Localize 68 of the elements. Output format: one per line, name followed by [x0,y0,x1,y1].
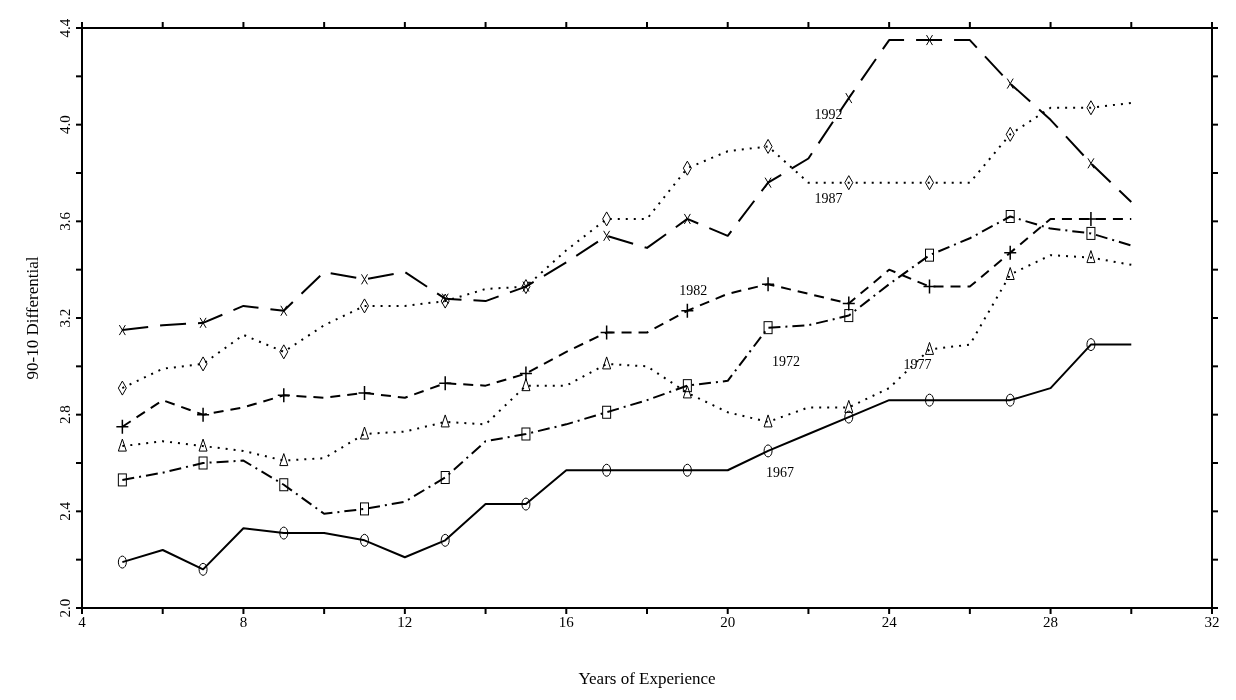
point [682,379,692,393]
point [198,438,208,452]
point [279,453,289,467]
y-tick-label: 3.2 [57,308,73,328]
point [438,375,452,391]
point [1005,267,1015,280]
y-tick-label: 2.4 [57,501,73,521]
point [279,526,289,540]
point [196,406,210,423]
y-tick-label: 2.8 [57,405,73,425]
y-axis-title: 90-10 Differential [23,256,43,380]
x-tick-label: 4 [78,613,87,630]
x-tick-label: 32 [1204,613,1220,630]
point [1086,250,1096,264]
point [602,356,612,370]
x-tick-label: 12 [397,613,413,630]
point [763,414,773,428]
point [521,497,531,511]
point [440,471,450,484]
point [844,410,854,424]
y-tick-label: 3.6 [57,211,73,231]
point [521,378,531,392]
point [680,303,695,319]
point [1086,226,1096,240]
series-label: 1992 [814,106,843,122]
point [602,463,612,477]
point [117,555,127,569]
point [1086,338,1096,352]
point [277,387,291,404]
x-tick-label: 28 [1043,613,1059,630]
series-label: 1972 [772,353,801,369]
point [599,324,614,341]
point [440,414,450,428]
series-label: 1987 [814,190,843,206]
point [1005,210,1015,223]
y-tick-label: 4.0 [57,115,73,135]
x-axis-title: Years of Experience [578,669,716,688]
series-label: 1977 [903,357,932,373]
point [117,438,127,452]
point [922,278,937,295]
point [1005,393,1015,407]
point [1003,245,1017,261]
point [521,427,531,441]
point [844,309,854,323]
point [682,463,692,477]
series-label: 1967 [766,464,795,480]
point [198,456,208,470]
point [763,321,773,335]
point [761,276,775,292]
point [357,385,372,401]
y-tick-label: 2.0 [57,598,73,618]
point [440,533,450,547]
point [115,419,130,435]
x-tick-label: 20 [720,613,736,630]
point [763,444,773,458]
x-tick-label: 16 [558,613,575,630]
point [198,562,208,576]
x-tick-label: 8 [239,613,248,630]
point [602,405,612,419]
point [279,478,289,492]
point [682,385,692,399]
point [519,365,533,382]
series-label: 1982 [679,282,708,298]
point [117,473,127,487]
point [842,295,856,312]
y-tick-label: 4.4 [57,18,73,38]
point [844,399,854,413]
x-tick-label: 24 [881,613,898,630]
